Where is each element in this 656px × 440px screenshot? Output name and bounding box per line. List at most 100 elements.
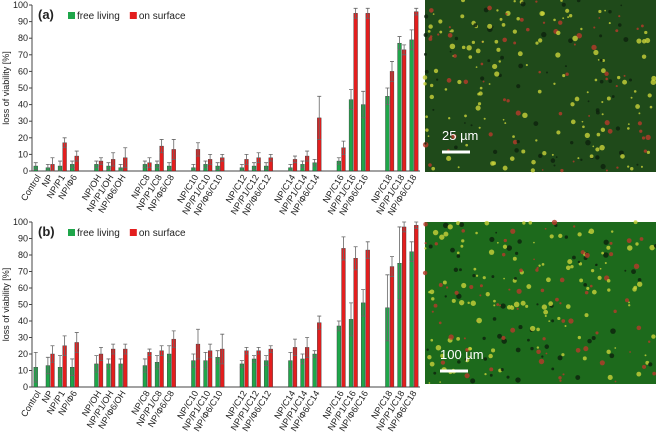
texture-dot	[463, 79, 469, 85]
texture-dot	[558, 20, 563, 25]
texture-dot	[628, 301, 630, 304]
legend-swatch	[68, 229, 75, 236]
texture-dot	[506, 305, 512, 310]
texture-dot	[480, 76, 485, 81]
texture-dot	[590, 269, 595, 273]
texture-dot	[489, 236, 495, 242]
texture-dot	[460, 14, 465, 19]
bar	[111, 348, 116, 388]
bar	[244, 350, 249, 388]
error-bar	[195, 328, 200, 360]
texture-dot	[543, 309, 549, 315]
y-tick-label: 30	[18, 116, 28, 126]
texture-dot	[533, 121, 539, 126]
texture-dot	[568, 38, 573, 44]
texture-dot	[432, 229, 439, 236]
error-bar	[70, 160, 75, 169]
texture-dot	[558, 233, 563, 238]
texture-dot	[526, 284, 532, 289]
error-bar	[215, 350, 220, 365]
texture-dot	[479, 284, 483, 288]
texture-dot	[429, 289, 435, 295]
texture-dot	[600, 163, 606, 170]
texture-dot	[502, 118, 505, 121]
texture-dot	[530, 346, 534, 351]
error-bar	[268, 345, 273, 353]
texture-dot	[639, 129, 643, 133]
error-bar	[389, 61, 394, 82]
texture-dot	[556, 130, 561, 135]
texture-dot	[644, 37, 651, 44]
texture-dot	[489, 367, 494, 372]
texture-dot	[525, 304, 529, 308]
bar	[268, 348, 273, 388]
texture-dot	[555, 156, 558, 158]
texture-dot	[496, 47, 501, 52]
texture-dot	[516, 17, 520, 21]
texture-dot	[627, 245, 633, 251]
texture-dot	[500, 303, 506, 309]
texture-dot	[555, 297, 559, 302]
texture-dot	[608, 22, 611, 25]
texture-dot	[620, 4, 623, 7]
texture-dot	[533, 241, 535, 244]
texture-dot	[640, 24, 644, 28]
texture-dot	[635, 242, 639, 246]
texture-dot	[627, 123, 630, 126]
bar	[251, 358, 257, 388]
texture-dot	[642, 364, 647, 369]
error-bar	[147, 348, 152, 357]
error-bar	[111, 152, 116, 167]
bar	[414, 225, 419, 388]
error-bar	[171, 330, 176, 348]
y-tick-label: 50	[18, 300, 28, 310]
error-bar	[123, 147, 128, 169]
texture-dot	[549, 234, 554, 239]
texture-dot	[570, 102, 575, 107]
texture-dot	[493, 304, 496, 307]
texture-dot	[545, 71, 549, 74]
bar	[256, 350, 261, 388]
texture-dot	[648, 362, 653, 367]
y-tick-label: 30	[18, 333, 28, 343]
texture-dot	[483, 357, 488, 361]
texture-dot	[460, 0, 466, 3]
texture-dot	[537, 89, 542, 94]
texture-dot	[564, 324, 567, 327]
texture-dot	[637, 121, 642, 126]
texture-dot	[541, 355, 544, 358]
texture-dot	[599, 267, 602, 270]
texture-dot	[559, 379, 562, 382]
texture-dot	[538, 38, 543, 43]
legend-label: free living	[77, 228, 120, 239]
texture-dot	[442, 280, 447, 285]
texture-dot	[432, 13, 435, 15]
texture-dot	[649, 105, 653, 109]
texture-dot	[429, 94, 435, 100]
texture-dot	[456, 293, 462, 299]
error-bar	[191, 353, 196, 368]
error-bar	[171, 139, 176, 160]
texture-dot	[437, 33, 440, 36]
texture-dot	[548, 301, 554, 307]
texture-dot	[428, 37, 433, 41]
error-bar	[58, 355, 63, 380]
bar	[365, 249, 370, 388]
error-bar	[353, 7, 358, 19]
texture-dot	[647, 340, 651, 343]
texture-dot	[536, 266, 539, 269]
texture-dot	[609, 252, 614, 257]
texture-dot	[538, 153, 543, 159]
texture-dot	[447, 130, 453, 136]
texture-dot	[633, 220, 638, 225]
error-bar	[239, 163, 244, 172]
error-bar	[106, 358, 111, 370]
texture-dot	[587, 338, 592, 344]
texture-dot	[472, 274, 476, 278]
texture-dot	[449, 43, 456, 50]
texture-dot	[584, 313, 589, 318]
texture-dot	[606, 96, 611, 101]
texture-dot	[448, 117, 451, 120]
texture-dot	[636, 38, 642, 44]
